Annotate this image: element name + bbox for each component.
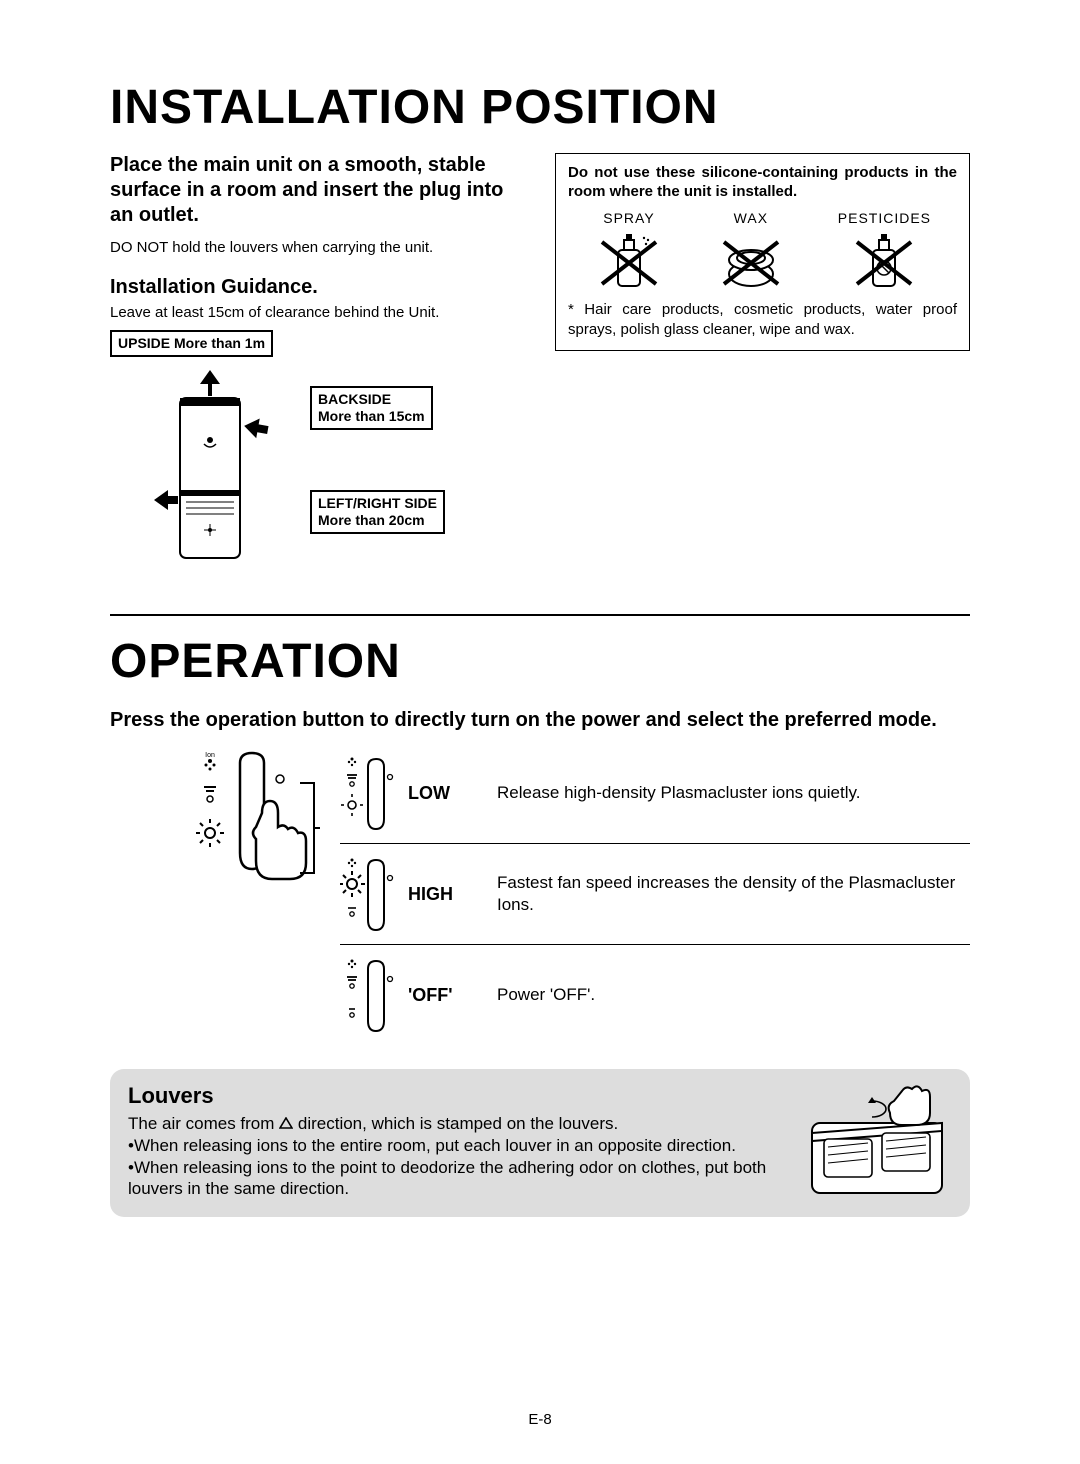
label-backside: BACKSIDE More than 15cm — [310, 386, 433, 430]
clearance-diagram: UPSIDE More than 1m — [110, 330, 525, 590]
mode-row-off: 'OFF' Power 'OFF'. — [340, 945, 970, 1045]
icon-spray-label: SPRAY — [603, 210, 654, 226]
mode-off-desc: Power 'OFF'. — [497, 984, 970, 1006]
icon-wax-label: WAX — [734, 210, 768, 226]
louvers-body: The air comes from direction, which is s… — [128, 1113, 784, 1200]
page-number: E-8 — [0, 1411, 1080, 1428]
wax-icon — [716, 230, 786, 290]
label-side: LEFT/RIGHT SIDE More than 20cm — [310, 490, 445, 534]
louvers-bullet1: •When releasing ions to the entire room,… — [128, 1136, 736, 1155]
louvers-text: Louvers The air comes from direction, wh… — [128, 1083, 784, 1203]
mode-table: LOW Release high-density Plasmacluster i… — [340, 743, 970, 1045]
icon-spray: SPRAY — [594, 210, 664, 290]
label-backside-1: BACKSIDE — [318, 391, 391, 407]
mode-high-icon — [340, 854, 394, 934]
triangle-icon — [279, 1113, 293, 1135]
unit-illustration-icon — [150, 370, 270, 570]
louvers-heading: Louvers — [128, 1083, 784, 1109]
operation-diagram: Ion — [190, 743, 970, 1045]
label-side-1: LEFT/RIGHT SIDE — [318, 495, 437, 511]
mode-low-icon — [340, 753, 394, 833]
icon-wax: WAX — [716, 210, 786, 290]
operation-button-icon: Ion — [190, 743, 320, 883]
icon-pesticides: PESTICIDES — [838, 210, 931, 290]
louvers-bullet2: •When releasing ions to the point to deo… — [128, 1158, 766, 1199]
installation-right: Do not use these silicone-containing pro… — [555, 153, 970, 590]
warning-footnote: * Hair care products, cosmetic products,… — [568, 300, 957, 341]
mode-low-desc: Release high-density Plasmacluster ions … — [497, 782, 970, 804]
mode-low-label: LOW — [408, 783, 483, 804]
operation-intro: Press the operation button to directly t… — [110, 707, 970, 733]
mode-high-label: HIGH — [408, 884, 483, 905]
installation-columns: Place the main unit on a smooth, stable … — [110, 153, 970, 590]
installation-intro: Place the main unit on a smooth, stable … — [110, 153, 525, 228]
louvers-line1b: direction, which is stamped on the louve… — [293, 1114, 618, 1133]
spray-icon — [594, 230, 664, 290]
pesticides-icon — [849, 230, 919, 290]
installation-left: Place the main unit on a smooth, stable … — [110, 153, 525, 590]
icon-pesticides-label: PESTICIDES — [838, 210, 931, 226]
mode-off-label: 'OFF' — [408, 985, 483, 1006]
section-divider — [110, 614, 970, 616]
mode-high-desc: Fastest fan speed increases the density … — [497, 872, 970, 916]
silicone-warning-box: Do not use these silicone-containing pro… — [555, 153, 970, 351]
mode-row-high: HIGH Fastest fan speed increases the den… — [340, 844, 970, 945]
installation-note: DO NOT hold the louvers when carrying th… — [110, 238, 525, 258]
guidance-heading: Installation Guidance. — [110, 276, 525, 299]
label-upside: UPSIDE More than 1m — [110, 330, 273, 357]
guidance-note: Leave at least 15cm of clearance behind … — [110, 303, 525, 323]
louvers-illustration-icon — [802, 1083, 952, 1203]
mode-row-low: LOW Release high-density Plasmacluster i… — [340, 743, 970, 844]
louvers-line1a: The air comes from — [128, 1114, 279, 1133]
prohibited-icons-row: SPRAY WAX — [568, 210, 957, 290]
label-side-2: More than 20cm — [318, 512, 425, 528]
louvers-box: Louvers The air comes from direction, wh… — [110, 1069, 970, 1217]
warning-heading: Do not use these silicone-containing pro… — [568, 164, 957, 202]
svg-text:Ion: Ion — [205, 752, 215, 759]
section-title-installation: INSTALLATION POSITION — [110, 80, 970, 135]
section-title-operation: OPERATION — [110, 634, 970, 689]
label-backside-2: More than 15cm — [318, 408, 425, 424]
mode-off-icon — [340, 955, 394, 1035]
